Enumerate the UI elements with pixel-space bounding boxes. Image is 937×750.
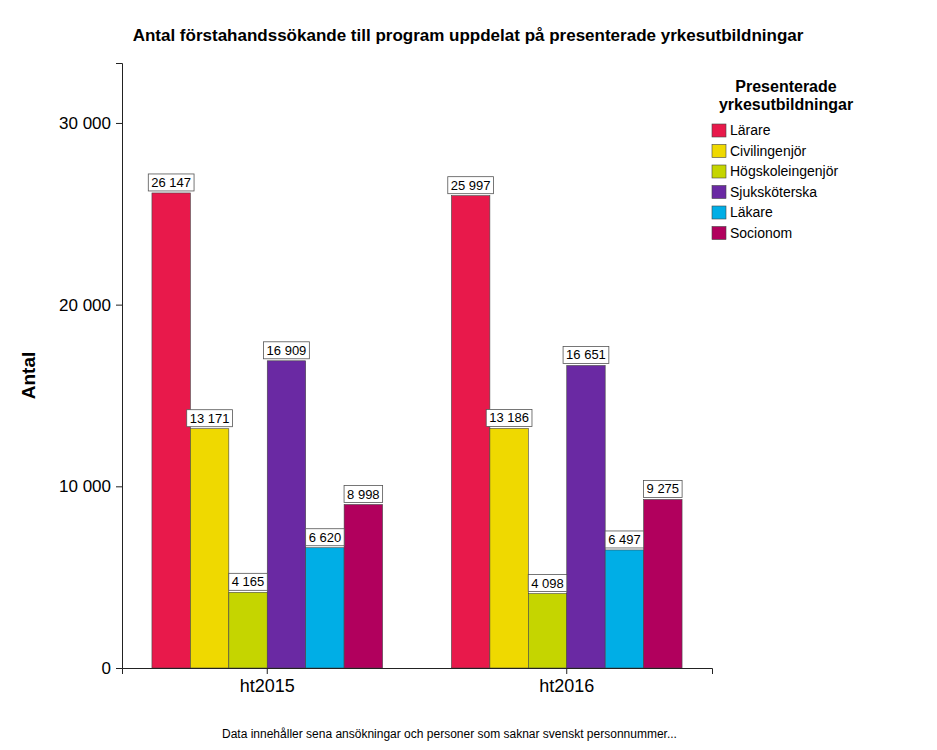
data-label-text: 16 909 xyxy=(267,343,307,358)
data-label-box xyxy=(563,346,609,363)
data-label-box xyxy=(187,410,233,427)
bar xyxy=(451,196,489,668)
data-label-text: 6 497 xyxy=(608,532,641,547)
bar xyxy=(605,550,643,668)
data-label-text: 26 147 xyxy=(151,175,191,190)
y-tick: 10 000 xyxy=(59,477,122,496)
title: Antal förstahandssökande till program up… xyxy=(133,26,804,45)
x-tick-mark xyxy=(267,668,268,674)
y-tick-label: 10 000 xyxy=(59,477,111,496)
data-label: 13 186 xyxy=(486,409,532,426)
data-label-box xyxy=(605,531,644,548)
data-label-text: 25 997 xyxy=(451,178,491,193)
data-label-box xyxy=(344,486,383,503)
legend-entry: Lärare xyxy=(712,122,771,138)
chart: Antal förstahandssökande till program up… xyxy=(0,0,937,750)
data-label: 16 651 xyxy=(563,346,609,363)
data-label-box xyxy=(148,174,194,191)
data-label-box xyxy=(528,575,567,592)
data-label: 6 497 xyxy=(605,531,644,548)
bars xyxy=(152,193,682,668)
legend-swatch xyxy=(712,165,726,178)
legend: Presenteradeyrkesutbildningar Lärare Civil… xyxy=(712,78,853,241)
data-label: 13 171 xyxy=(187,410,233,427)
x-axis-line xyxy=(123,669,713,675)
legend-label: Sjuksköterska xyxy=(730,184,817,200)
x-tick: ht2016 xyxy=(539,668,594,696)
legend-entry: Sjuksköterska xyxy=(712,184,817,200)
data-label: 9 275 xyxy=(644,480,683,497)
bar xyxy=(528,594,566,668)
bar xyxy=(229,592,267,668)
data-label-box xyxy=(229,573,268,590)
data-labels: 26 147 25 997 13 171 13 186 4 165 4 098 16 909… xyxy=(148,174,682,592)
x-tick-label: ht2015 xyxy=(240,676,295,696)
x-tick: ht2015 xyxy=(240,668,295,696)
legend-label: Civilingenjör xyxy=(730,143,807,159)
bar xyxy=(267,361,305,668)
y-tick-mark xyxy=(116,668,122,669)
y-tick-mark xyxy=(116,486,122,487)
data-label: 25 997 xyxy=(448,177,494,194)
bar xyxy=(190,429,228,668)
legend-swatch xyxy=(712,186,726,199)
legend-swatch xyxy=(712,124,726,137)
legend-entry: Läkare xyxy=(712,204,773,220)
data-label: 8 998 xyxy=(344,486,383,503)
bar xyxy=(306,548,344,668)
legend-label: Högskoleingenjör xyxy=(730,163,839,179)
y-axis: 0 10 000 20 000 30 000 xyxy=(59,64,123,678)
data-label-text: 8 998 xyxy=(347,487,380,502)
data-label-box xyxy=(486,409,532,426)
data-label-box xyxy=(264,342,310,359)
y-axis-title: Antal xyxy=(18,352,39,400)
y-tick: 30 000 xyxy=(59,114,122,133)
data-label-text: 16 651 xyxy=(566,347,606,362)
data-label: 4 165 xyxy=(229,573,268,590)
footnote: Data innehåller sena ansökningar och per… xyxy=(222,727,677,741)
y-tick: 20 000 xyxy=(59,296,122,315)
legend-title: Presenteradeyrkesutbildningar xyxy=(719,78,853,113)
y-tick-mark xyxy=(116,123,122,124)
data-label-text: 4 098 xyxy=(531,576,564,591)
bar xyxy=(644,499,682,668)
legend-entry: Socionom xyxy=(712,225,792,241)
data-label-box xyxy=(306,529,345,546)
x-axis: ht2015 ht2016 xyxy=(123,668,713,696)
legend-label: Lärare xyxy=(730,122,771,138)
data-label-box xyxy=(644,480,683,497)
legend-entry: Högskoleingenjör xyxy=(712,163,839,179)
y-tick-label: 30 000 xyxy=(59,114,111,133)
data-label-text: 9 275 xyxy=(647,481,680,496)
legend-entry: Civilingenjör xyxy=(712,143,807,159)
data-label-box xyxy=(448,177,494,194)
data-label: 4 098 xyxy=(528,575,567,592)
data-label: 26 147 xyxy=(148,174,194,191)
bar xyxy=(490,428,528,668)
legend-title-line: Presenterade xyxy=(735,78,836,95)
y-tick: 0 xyxy=(102,659,122,678)
legend-swatch xyxy=(712,206,726,219)
y-axis-line xyxy=(116,64,123,669)
data-label: 6 620 xyxy=(306,529,345,546)
bar xyxy=(152,193,190,668)
y-tick-label: 20 000 xyxy=(59,296,111,315)
y-tick-mark xyxy=(116,305,122,306)
data-label-text: 6 620 xyxy=(309,530,342,545)
legend-title-line: yrkesutbildningar xyxy=(719,96,853,113)
y-tick-label: 0 xyxy=(102,659,111,678)
data-label-text: 13 186 xyxy=(489,410,529,425)
legend-label: Läkare xyxy=(730,204,773,220)
x-tick-label: ht2016 xyxy=(539,676,594,696)
legend-swatch xyxy=(712,145,726,158)
bar xyxy=(344,505,382,668)
x-tick-mark xyxy=(566,668,567,674)
legend-label: Socionom xyxy=(730,225,792,241)
data-label: 16 909 xyxy=(264,342,310,359)
bar xyxy=(567,365,605,668)
data-label-text: 13 171 xyxy=(190,411,230,426)
legend-swatch xyxy=(712,227,726,240)
data-label-text: 4 165 xyxy=(232,574,265,589)
